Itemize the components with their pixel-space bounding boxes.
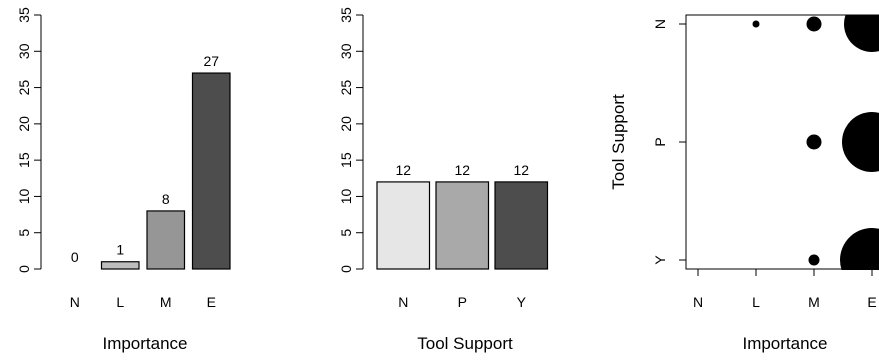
x-axis-label: Importance bbox=[102, 334, 187, 353]
y-tick-label: 10 bbox=[16, 188, 32, 204]
y-axis-label: Tool Support bbox=[609, 94, 628, 190]
scatter-point bbox=[844, 0, 879, 52]
x-tick-label: M bbox=[808, 294, 820, 310]
bar bbox=[147, 211, 185, 269]
x-category-label: E bbox=[207, 294, 216, 310]
x-axis-label: Tool Support bbox=[417, 334, 513, 353]
y-tick-label: 5 bbox=[16, 229, 32, 237]
y-tick-label: 30 bbox=[16, 43, 32, 59]
x-category-label: P bbox=[458, 294, 467, 310]
bar-data-label: 1 bbox=[116, 242, 124, 258]
x-category-label: L bbox=[116, 294, 124, 310]
x-category-label: M bbox=[160, 294, 172, 310]
bar-data-label: 12 bbox=[513, 162, 529, 178]
y-tick-label: 15 bbox=[338, 152, 354, 168]
bar-data-label: 12 bbox=[454, 162, 470, 178]
bar-data-label: 8 bbox=[162, 191, 170, 207]
y-tick-label: 25 bbox=[338, 80, 354, 96]
x-axis-label: Importance bbox=[742, 334, 827, 353]
scatter-point bbox=[842, 112, 879, 172]
bar bbox=[495, 182, 548, 269]
scatter-point bbox=[840, 228, 879, 292]
scatter-point bbox=[809, 255, 820, 266]
scatter-point bbox=[807, 135, 822, 150]
bar-data-label: 0 bbox=[71, 249, 79, 265]
y-tick-label: N bbox=[652, 19, 668, 29]
tool-support-bar-chart: 0 5 10 15 20 25 30 35 12 N 12 P 12 Y Tool Support bbox=[338, 7, 548, 353]
x-category-label: N bbox=[70, 294, 80, 310]
y-tick-label: 15 bbox=[16, 152, 32, 168]
y-tick-label: P bbox=[652, 137, 668, 146]
bar bbox=[102, 262, 140, 269]
y-tick-label: 0 bbox=[16, 265, 32, 273]
y-tick-label: 0 bbox=[338, 265, 354, 273]
bar bbox=[377, 182, 430, 269]
y-tick-label: Y bbox=[652, 255, 668, 265]
bar-data-label: 12 bbox=[395, 162, 411, 178]
y-tick-label: 20 bbox=[338, 116, 354, 132]
y-tick-label: 35 bbox=[338, 7, 354, 23]
importance-bar-chart: 0 5 10 15 20 25 30 35 0 N 1 L 8 M 27 E Importance bbox=[16, 7, 230, 353]
y-tick-label: 20 bbox=[16, 116, 32, 132]
x-category-label: N bbox=[398, 294, 408, 310]
x-tick-label: N bbox=[693, 294, 703, 310]
scatter-point bbox=[807, 17, 822, 32]
scatter-point bbox=[753, 21, 760, 28]
bar bbox=[436, 182, 489, 269]
x-category-label: Y bbox=[517, 294, 527, 310]
y-tick-label: 5 bbox=[338, 229, 354, 237]
bar bbox=[193, 73, 231, 269]
y-tick-label: 10 bbox=[338, 188, 354, 204]
importance-vs-tool-support-scatter: N L M E N P Y Importance Tool Support bbox=[609, 0, 879, 353]
x-tick-label: L bbox=[752, 294, 760, 310]
y-tick-label: 25 bbox=[16, 80, 32, 96]
y-tick-label: 30 bbox=[338, 43, 354, 59]
y-tick-label: 35 bbox=[16, 7, 32, 23]
x-tick-label: E bbox=[867, 294, 876, 310]
scatter-points bbox=[753, 0, 879, 292]
bar-data-label: 27 bbox=[203, 53, 219, 69]
